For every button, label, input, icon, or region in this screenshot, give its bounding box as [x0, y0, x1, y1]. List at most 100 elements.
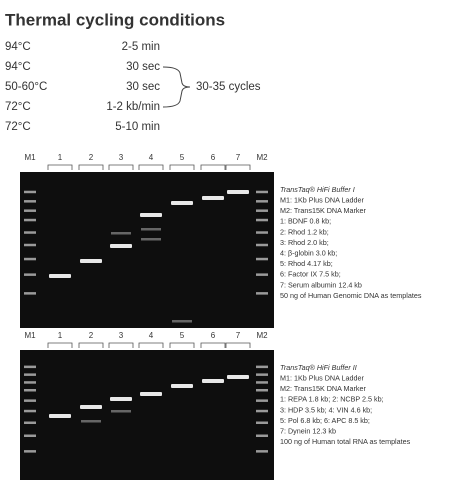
lane-bracket: [201, 165, 225, 170]
ladder-band: [256, 422, 268, 425]
figure: Thermal cycling conditions 30-35 cycles …: [0, 0, 461, 480]
cycles-label: 30-35 cycles: [196, 81, 261, 93]
legend-line: TransTaq® HiFi Buffer II: [280, 363, 357, 372]
dna-band: [171, 384, 193, 388]
lane-label: M2: [256, 153, 268, 162]
step-temp: 94°C: [5, 41, 31, 53]
lane-label: 3: [119, 331, 124, 340]
lane-bracket: [170, 165, 194, 170]
ladder-band: [24, 244, 36, 247]
ladder-band: [256, 399, 268, 402]
lane-label: 7: [236, 153, 241, 162]
lane-label: M1: [24, 331, 36, 340]
dna-band: [110, 244, 132, 248]
ladder-band: [256, 244, 268, 247]
lane-label: 2: [89, 153, 94, 162]
dna-band: [80, 405, 102, 409]
ladder-band: [24, 381, 36, 384]
step-temp: 94°C: [5, 61, 31, 73]
ladder-band: [24, 258, 36, 261]
ladder-band: [24, 231, 36, 234]
legend-line: 3: HDP 3.5 kb; 4: VIN 4.6 kb;: [280, 405, 372, 414]
ladder-band: [24, 389, 36, 392]
lane-bracket: [170, 343, 194, 348]
lane-label: 1: [58, 153, 63, 162]
step-time: 1-2 kb/min: [106, 101, 160, 113]
title: Thermal cycling conditions: [5, 10, 225, 29]
faint-band: [172, 320, 192, 323]
ladder-band: [256, 373, 268, 376]
ladder-band: [256, 366, 268, 369]
legend-line: 1: REPA 1.8 kb; 2: NCBP 2.5 kb;: [280, 395, 384, 404]
ladder-band: [256, 435, 268, 438]
dna-band: [202, 379, 224, 383]
lane-label: 5: [180, 331, 185, 340]
dna-band: [80, 259, 102, 263]
lane-bracket: [48, 165, 72, 170]
lane-bracket: [226, 343, 250, 348]
ladder-band: [256, 258, 268, 261]
gel-image: [20, 172, 274, 328]
ladder-band: [256, 410, 268, 413]
lane-label: 6: [211, 331, 216, 340]
step-time: 2-5 min: [122, 41, 160, 53]
legend-line: M1: 1Kb Plus DNA Ladder: [280, 196, 365, 205]
legend-line: 50 ng of Human Genomic DNA as templates: [280, 291, 422, 300]
legend-line: 6: Factor IX 7.5 kb;: [280, 270, 341, 279]
ladder-band: [24, 366, 36, 369]
lane-label: 4: [149, 331, 154, 340]
ladder-band: [256, 450, 268, 453]
legend-line: M1: 1Kb Plus DNA Ladder: [280, 374, 365, 383]
ladder-band: [24, 200, 36, 203]
ladder-band: [256, 292, 268, 295]
lane-label: 1: [58, 331, 63, 340]
legend-line: 4: β-globin 3.0 kb;: [280, 249, 337, 258]
ladder-band: [24, 435, 36, 438]
faint-band: [81, 420, 101, 423]
legend-line: 1: BDNF 0.8 kb;: [280, 217, 331, 226]
step-temp: 50-60°C: [5, 81, 47, 93]
legend-line: 100 ng of Human total RNA as templates: [280, 437, 411, 446]
step-time: 30 sec: [126, 81, 160, 93]
dna-band: [171, 201, 193, 205]
faint-band: [111, 410, 131, 413]
ladder-band: [256, 381, 268, 384]
dna-band: [227, 190, 249, 194]
ladder-band: [24, 450, 36, 453]
step-time: 5-10 min: [115, 121, 160, 133]
legend-line: 7: Serum albumin 12.4 kb: [280, 280, 362, 289]
lane-bracket: [226, 165, 250, 170]
dna-band: [49, 274, 71, 278]
lane-label: M2: [256, 331, 268, 340]
cycle-bracket: [163, 67, 190, 107]
dna-band: [227, 375, 249, 379]
faint-band: [141, 228, 161, 231]
lane-label: 2: [89, 331, 94, 340]
ladder-band: [256, 200, 268, 203]
lane-bracket: [79, 165, 103, 170]
lane-label: 6: [211, 153, 216, 162]
ladder-band: [24, 399, 36, 402]
dna-band: [140, 213, 162, 217]
dna-band: [49, 414, 71, 418]
legend-line: TransTaq® HiFi Buffer I: [280, 185, 355, 194]
lane-bracket: [109, 343, 133, 348]
ladder-band: [256, 209, 268, 212]
lane-bracket: [79, 343, 103, 348]
ladder-band: [24, 209, 36, 212]
lane-label: M1: [24, 153, 36, 162]
lane-label: 5: [180, 153, 185, 162]
step-temp: 72°C: [5, 121, 31, 133]
ladder-band: [256, 191, 268, 194]
dna-band: [202, 196, 224, 200]
lane-bracket: [139, 165, 163, 170]
lane-bracket: [201, 343, 225, 348]
legend-line: 7: Dynein 12.3 kb: [280, 427, 336, 436]
lane-label: 3: [119, 153, 124, 162]
lane-bracket: [109, 165, 133, 170]
step-temp: 72°C: [5, 101, 31, 113]
ladder-band: [256, 219, 268, 222]
ladder-band: [256, 273, 268, 276]
faint-band: [111, 232, 131, 235]
legend-line: 2: Rhod 1.2 kb;: [280, 227, 329, 236]
